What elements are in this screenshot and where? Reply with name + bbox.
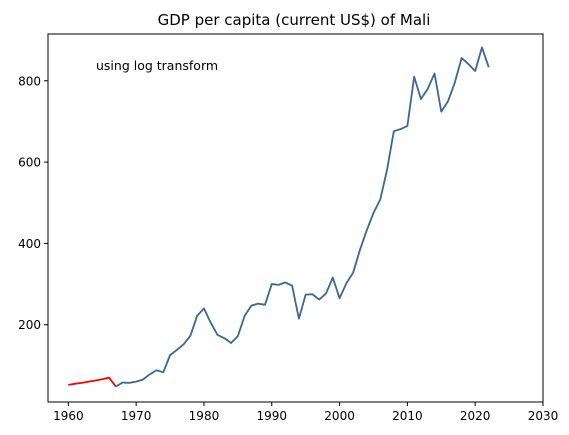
x-tick-label: 1990 — [256, 409, 287, 423]
y-tick-label: 800 — [18, 74, 41, 88]
plot-area — [68, 46, 490, 388]
x-tick-label: 2010 — [392, 409, 423, 423]
chart-annotation: using log transform — [96, 58, 218, 73]
y-tick-label: 400 — [18, 237, 41, 251]
chart-title: GDP per capita (current US$) of Mali — [158, 11, 431, 29]
x-tick-label: 1970 — [121, 409, 152, 423]
series-line-imputed — [68, 376, 117, 388]
x-tick-label: 1960 — [53, 409, 84, 423]
x-tick-label: 2030 — [528, 409, 559, 423]
y-tick-label: 200 — [18, 318, 41, 332]
x-tick-label: 2020 — [460, 409, 491, 423]
y-tick-label: 600 — [18, 156, 41, 170]
plot-frame — [47, 33, 544, 403]
x-tick-label: 1980 — [189, 409, 220, 423]
axes: 1960 1970 1980 1990 2000 2010 2020 2030 200 400 60… — [18, 33, 559, 423]
series-line-observed — [115, 46, 490, 388]
x-tick-label: 2000 — [324, 409, 355, 423]
